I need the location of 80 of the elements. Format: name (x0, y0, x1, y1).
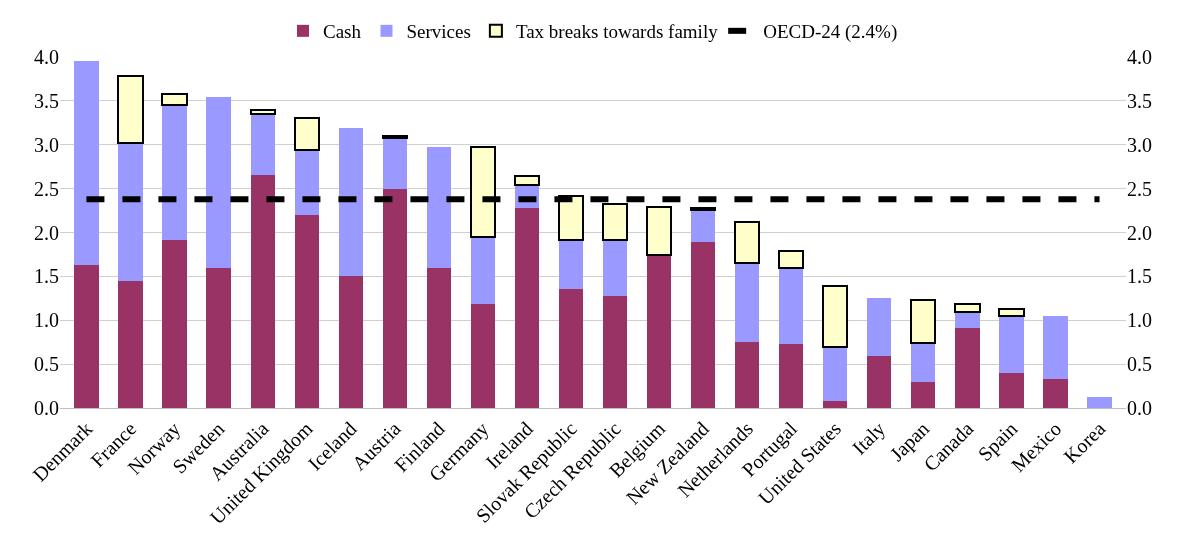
legend-label: Services (406, 21, 471, 43)
bar (249, 108, 276, 116)
y2-tick-label: 3.0 (1127, 133, 1152, 156)
y-tick-label: 3.0 (34, 133, 59, 156)
bar (294, 150, 319, 215)
bar (250, 114, 275, 176)
bar (162, 239, 187, 408)
bar (382, 188, 407, 408)
bar (162, 105, 187, 240)
y2-tick-label: 1.5 (1127, 265, 1152, 288)
bar (646, 255, 672, 408)
y-tick-label: 3.5 (34, 89, 59, 112)
bar (1087, 397, 1112, 408)
y2-tick-label: 0.0 (1127, 397, 1152, 419)
legend-label: Cash (323, 21, 362, 43)
y-tick-label: 2.5 (34, 177, 59, 200)
y2-tick-label: 2.0 (1127, 221, 1152, 244)
bar (998, 307, 1025, 317)
bar (74, 264, 99, 408)
bar (118, 143, 143, 281)
bar (867, 298, 892, 357)
bar (514, 207, 540, 408)
bar (910, 299, 937, 345)
bar (426, 146, 451, 268)
bar (911, 381, 936, 408)
y2-tick-label: 4.0 (1127, 46, 1152, 68)
bar (823, 400, 848, 408)
bar (867, 356, 892, 408)
bar (338, 275, 363, 408)
bar (734, 220, 761, 265)
bar (645, 206, 673, 257)
bar (1043, 315, 1068, 380)
bar (206, 267, 231, 408)
bar (954, 302, 981, 314)
bar (822, 285, 849, 348)
bar (426, 267, 451, 408)
bar (293, 117, 320, 152)
bar (338, 128, 363, 276)
y-tick-label: 1.0 (34, 309, 59, 332)
bar (999, 315, 1024, 373)
bar (955, 328, 980, 408)
y-tick-label: 4.0 (34, 46, 59, 68)
bar (602, 240, 628, 296)
bar (161, 92, 188, 107)
bar (735, 342, 760, 408)
bar (558, 240, 584, 289)
bar (382, 137, 407, 189)
y2-tick-label: 2.5 (1127, 177, 1152, 200)
bar (513, 175, 541, 187)
bar (735, 263, 760, 343)
bar (823, 346, 848, 401)
bar (118, 280, 143, 408)
y-tick-label: 2.0 (34, 221, 59, 244)
bar (779, 268, 804, 344)
bar (206, 97, 231, 268)
y2-tick-label: 0.5 (1127, 353, 1152, 376)
bar (911, 343, 936, 382)
bar (74, 60, 99, 265)
bar (294, 214, 319, 408)
y-tick-label: 1.5 (34, 265, 59, 288)
bar (1043, 379, 1068, 408)
bar (955, 312, 980, 329)
bar (779, 343, 804, 408)
legend-label: OECD-24 (2.4%) (763, 21, 898, 44)
bar (999, 372, 1024, 408)
y-tick-label: 0.0 (34, 397, 59, 419)
bar (117, 75, 144, 144)
bar (470, 236, 495, 305)
bar (558, 288, 584, 408)
bar (602, 295, 628, 408)
legend-label: Tax breaks towards family (515, 21, 719, 43)
bar (470, 304, 495, 408)
bar (691, 209, 716, 243)
y2-tick-label: 3.5 (1127, 89, 1152, 112)
bar (778, 249, 805, 270)
bar (250, 175, 275, 408)
y-tick-label: 0.5 (34, 353, 59, 376)
y2-tick-label: 1.0 (1127, 309, 1152, 332)
x-tick-label: Italy (847, 417, 890, 460)
bar (691, 242, 716, 408)
